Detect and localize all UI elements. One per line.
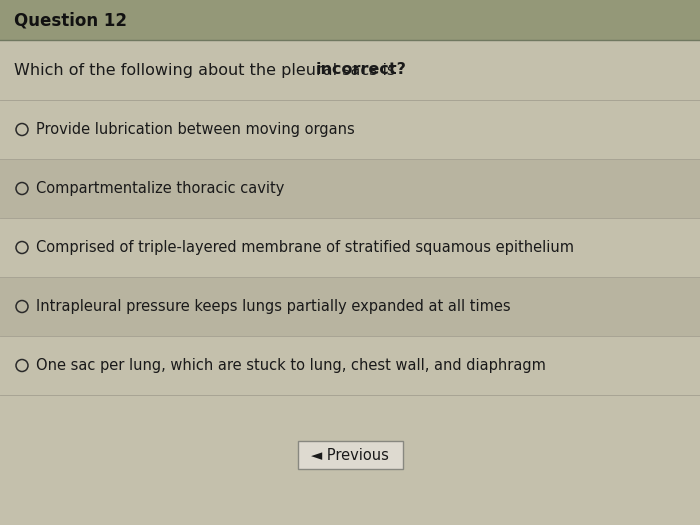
Text: incorrect?: incorrect? (315, 62, 406, 78)
FancyBboxPatch shape (298, 441, 402, 469)
Bar (0, 395, 700, 525)
Text: ◄ Previous: ◄ Previous (311, 447, 389, 463)
Bar (0, 100, 700, 159)
Bar (0, 0, 700, 40)
Bar (0, 159, 700, 218)
Bar (0, 40, 700, 100)
Bar (0, 277, 700, 336)
Text: Intrapleural pressure keeps lungs partially expanded at all times: Intrapleural pressure keeps lungs partia… (36, 299, 510, 314)
Text: Provide lubrication between moving organs: Provide lubrication between moving organ… (36, 122, 355, 137)
Bar (0, 218, 700, 277)
Bar (0, 336, 700, 395)
Text: Comprised of triple-layered membrane of stratified squamous epithelium: Comprised of triple-layered membrane of … (36, 240, 574, 255)
Text: Question 12: Question 12 (14, 11, 127, 29)
Text: One sac per lung, which are stuck to lung, chest wall, and diaphragm: One sac per lung, which are stuck to lun… (36, 358, 546, 373)
Text: Which of the following about the pleural sacs is: Which of the following about the pleural… (14, 62, 400, 78)
Text: Compartmentalize thoracic cavity: Compartmentalize thoracic cavity (36, 181, 284, 196)
